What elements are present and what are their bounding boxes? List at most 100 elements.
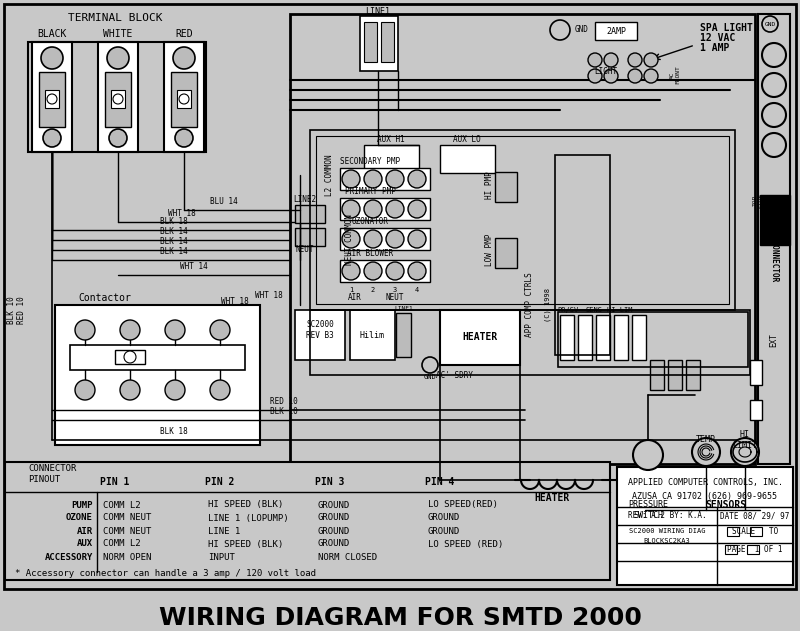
Bar bbox=[28, 42, 206, 152]
Bar bbox=[316, 136, 729, 304]
Text: BLK 18: BLK 18 bbox=[160, 427, 188, 436]
Text: WHT 18: WHT 18 bbox=[168, 209, 196, 218]
Circle shape bbox=[762, 16, 778, 32]
Text: SC2000 WIRING DIAG: SC2000 WIRING DIAG bbox=[629, 528, 706, 534]
Circle shape bbox=[550, 20, 570, 40]
Text: HI SPEED (BLK): HI SPEED (BLK) bbox=[208, 540, 283, 548]
Text: COMM NEUT: COMM NEUT bbox=[103, 514, 151, 522]
Text: WIRING DIAGRAM FOR SMTD 2000: WIRING DIAGRAM FOR SMTD 2000 bbox=[158, 606, 642, 630]
Text: PIN 1: PIN 1 bbox=[100, 477, 130, 487]
Circle shape bbox=[588, 53, 602, 67]
Text: COMM NEUT: COMM NEUT bbox=[103, 526, 151, 536]
Text: HI PMP: HI PMP bbox=[486, 171, 494, 199]
Circle shape bbox=[165, 320, 185, 340]
Text: SENSORS: SENSORS bbox=[706, 500, 746, 510]
Text: L2 COMMON: L2 COMMON bbox=[326, 154, 334, 196]
Text: TOP
SIDE: TOP SIDE bbox=[753, 192, 763, 208]
Bar bbox=[668, 360, 682, 390]
Bar bbox=[340, 198, 430, 220]
Text: AIR: AIR bbox=[348, 293, 362, 302]
Text: PIN 4: PIN 4 bbox=[426, 477, 454, 487]
Text: AZUSA CA 91702 (626) 969-9655: AZUSA CA 91702 (626) 969-9655 bbox=[633, 493, 778, 502]
Bar bbox=[115, 350, 145, 364]
Circle shape bbox=[120, 320, 140, 340]
Bar bbox=[596, 315, 610, 360]
Bar bbox=[177, 90, 191, 108]
Circle shape bbox=[43, 129, 61, 147]
Bar bbox=[614, 315, 628, 360]
Text: GROUND: GROUND bbox=[318, 514, 350, 522]
Circle shape bbox=[179, 94, 189, 104]
Circle shape bbox=[41, 47, 63, 69]
Circle shape bbox=[124, 351, 136, 363]
Bar bbox=[750, 527, 762, 536]
Circle shape bbox=[762, 133, 786, 157]
Circle shape bbox=[342, 200, 360, 218]
Text: SECONDARY PMP: SECONDARY PMP bbox=[340, 158, 400, 167]
Bar bbox=[641, 470, 655, 490]
Circle shape bbox=[109, 129, 127, 147]
Circle shape bbox=[175, 129, 193, 147]
Text: 2AMP: 2AMP bbox=[606, 27, 626, 35]
Bar bbox=[360, 16, 398, 71]
Text: BLK 18: BLK 18 bbox=[160, 217, 188, 226]
Text: PR/SV: PR/SV bbox=[558, 307, 578, 313]
Bar bbox=[638, 490, 658, 498]
Circle shape bbox=[644, 53, 658, 67]
Text: NEUT COMMON: NEUT COMMON bbox=[346, 215, 354, 266]
Circle shape bbox=[342, 230, 360, 248]
Bar bbox=[171, 72, 197, 127]
Circle shape bbox=[75, 320, 95, 340]
Circle shape bbox=[342, 262, 360, 280]
Circle shape bbox=[422, 357, 438, 373]
Bar bbox=[164, 42, 204, 152]
Text: TERMINAL BLOCK: TERMINAL BLOCK bbox=[68, 13, 162, 23]
Text: HI LIM: HI LIM bbox=[607, 307, 633, 313]
Text: COMM L2: COMM L2 bbox=[103, 500, 141, 509]
Text: (C) 1998: (C) 1998 bbox=[545, 288, 551, 322]
Text: SENS: SENS bbox=[586, 307, 602, 313]
Bar bbox=[295, 205, 325, 223]
Text: BLK 10: BLK 10 bbox=[270, 407, 298, 416]
Circle shape bbox=[628, 69, 642, 83]
Bar bbox=[295, 228, 325, 246]
Circle shape bbox=[408, 230, 426, 248]
Text: BLK 10: BLK 10 bbox=[7, 296, 17, 324]
Text: NORM CLOSED: NORM CLOSED bbox=[318, 553, 377, 562]
Bar bbox=[340, 228, 430, 250]
Bar bbox=[650, 360, 664, 390]
Bar bbox=[617, 467, 793, 585]
Bar bbox=[558, 312, 748, 367]
Text: Contactor: Contactor bbox=[78, 293, 131, 303]
Bar bbox=[55, 305, 260, 445]
Text: 12 VAC: 12 VAC bbox=[700, 33, 735, 43]
Circle shape bbox=[408, 262, 426, 280]
Bar bbox=[686, 360, 700, 390]
Text: HI
LIMIT: HI LIMIT bbox=[733, 430, 758, 450]
Bar bbox=[340, 260, 430, 282]
Bar bbox=[295, 310, 345, 360]
Text: INPUT: INPUT bbox=[208, 553, 235, 562]
Text: LO SPEED(RED): LO SPEED(RED) bbox=[428, 500, 498, 509]
Text: HEATER: HEATER bbox=[462, 332, 498, 342]
Text: SCALE   TO: SCALE TO bbox=[732, 526, 778, 536]
Text: AC' SDRY: AC' SDRY bbox=[437, 370, 474, 379]
Bar bbox=[364, 145, 419, 173]
Circle shape bbox=[47, 94, 57, 104]
Bar bbox=[750, 400, 762, 420]
Text: BLACK: BLACK bbox=[38, 29, 66, 39]
Text: * Accessory connector can handle a 3 amp / 120 volt load: * Accessory connector can handle a 3 amp… bbox=[15, 570, 316, 579]
Text: AUX LO: AUX LO bbox=[453, 136, 481, 144]
Text: CONNECTOR
PINOUT: CONNECTOR PINOUT bbox=[28, 464, 76, 484]
Bar bbox=[350, 310, 395, 360]
Bar bbox=[747, 545, 759, 554]
Bar bbox=[381, 22, 394, 62]
Bar bbox=[340, 168, 430, 190]
Text: OZONATOR: OZONATOR bbox=[351, 218, 389, 227]
Text: LINE1: LINE1 bbox=[394, 305, 414, 310]
Circle shape bbox=[386, 170, 404, 188]
Bar bbox=[725, 545, 737, 554]
Text: SC2000
REV B3: SC2000 REV B3 bbox=[306, 321, 334, 339]
Circle shape bbox=[408, 200, 426, 218]
Text: HI SPEED (BLK): HI SPEED (BLK) bbox=[208, 500, 283, 509]
